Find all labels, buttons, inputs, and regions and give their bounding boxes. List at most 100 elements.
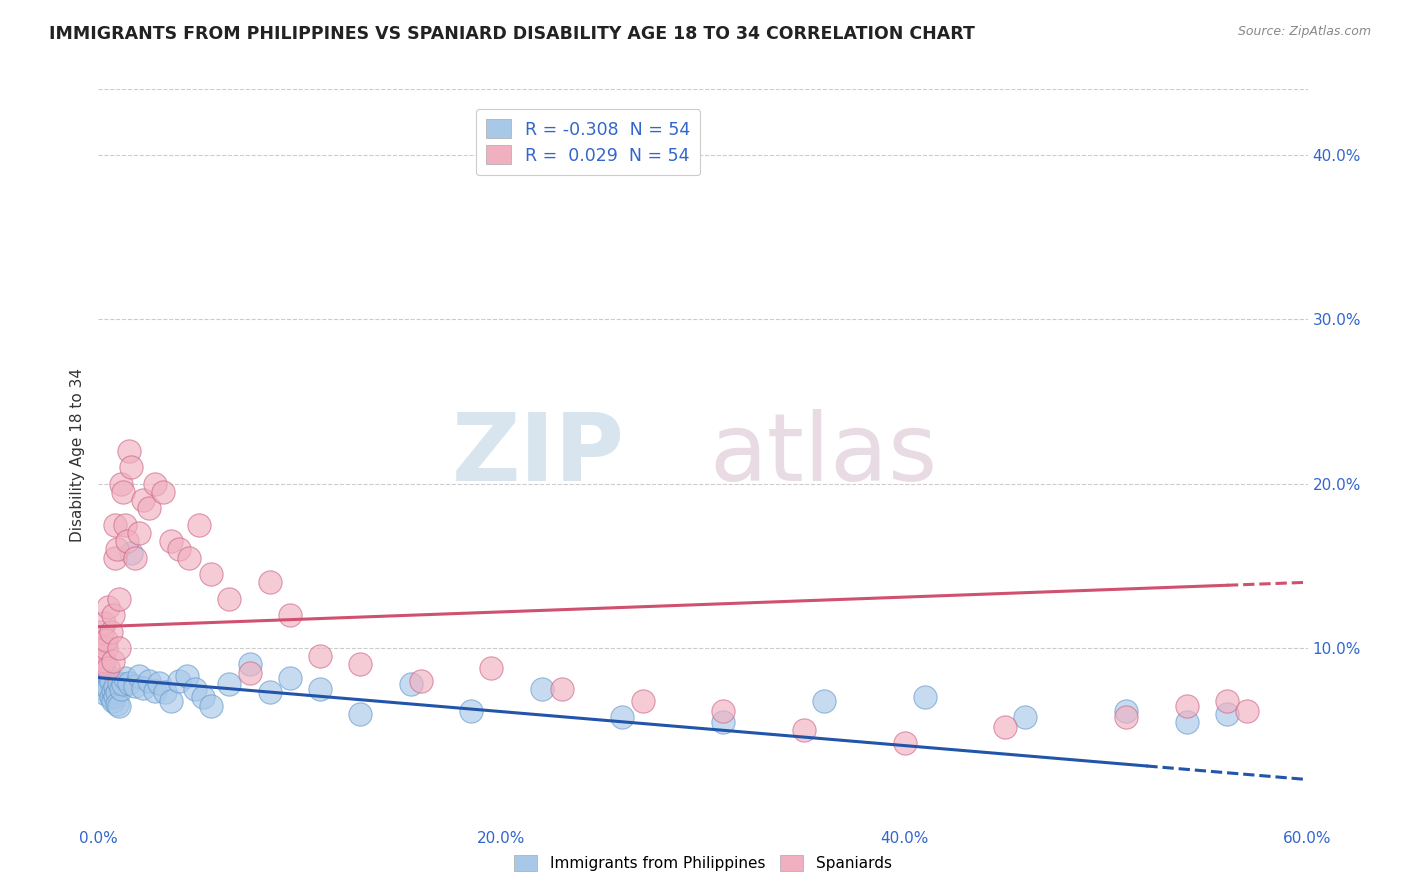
Point — [93, 682, 115, 697]
Point — [101, 693, 124, 707]
Point — [1216, 706, 1239, 721]
Point — [239, 665, 262, 680]
Point — [107, 641, 129, 656]
Point — [193, 690, 215, 705]
Point — [460, 704, 482, 718]
Point — [115, 534, 138, 549]
Point — [1115, 704, 1137, 718]
Y-axis label: Disability Age 18 to 34: Disability Age 18 to 34 — [69, 368, 84, 542]
Point — [138, 501, 160, 516]
Point — [153, 685, 176, 699]
Point — [120, 546, 142, 560]
Point — [1216, 693, 1239, 707]
Point — [120, 460, 142, 475]
Point — [100, 624, 122, 639]
Point — [711, 714, 734, 729]
Point — [349, 657, 371, 672]
Point — [711, 704, 734, 718]
Point — [103, 689, 125, 703]
Point — [111, 484, 134, 499]
Point — [110, 476, 132, 491]
Point — [114, 671, 136, 685]
Point — [103, 679, 125, 693]
Point — [152, 484, 174, 499]
Point — [399, 677, 422, 691]
Point — [239, 657, 262, 672]
Point — [160, 534, 183, 549]
Point — [105, 685, 128, 699]
Point — [101, 654, 124, 668]
Point — [138, 673, 160, 688]
Point — [105, 542, 128, 557]
Text: ZIP: ZIP — [451, 409, 624, 501]
Point — [91, 665, 114, 680]
Point — [551, 682, 574, 697]
Point — [893, 736, 915, 750]
Point — [97, 681, 120, 695]
Legend: Immigrants from Philippines, Spaniards: Immigrants from Philippines, Spaniards — [509, 849, 897, 877]
Text: Source: ZipAtlas.com: Source: ZipAtlas.com — [1237, 25, 1371, 38]
Point — [110, 682, 132, 697]
Point — [100, 673, 122, 688]
Point — [200, 698, 222, 713]
Point — [132, 681, 155, 695]
Point — [89, 673, 111, 688]
Point — [107, 698, 129, 713]
Point — [128, 526, 150, 541]
Point — [278, 608, 301, 623]
Point — [148, 675, 170, 690]
Point — [124, 679, 146, 693]
Point — [994, 720, 1017, 734]
Point — [101, 683, 124, 698]
Point — [107, 591, 129, 606]
Point — [914, 690, 936, 705]
Text: atlas: atlas — [710, 409, 938, 501]
Point — [89, 641, 111, 656]
Point — [96, 641, 118, 656]
Point — [200, 567, 222, 582]
Point — [167, 673, 190, 688]
Point — [1175, 714, 1198, 729]
Point — [96, 687, 118, 701]
Point — [176, 669, 198, 683]
Point — [259, 685, 281, 699]
Point — [97, 669, 120, 683]
Point — [409, 673, 432, 688]
Point — [481, 661, 503, 675]
Point — [101, 608, 124, 623]
Point — [179, 550, 201, 565]
Point — [93, 616, 115, 631]
Point — [1175, 698, 1198, 713]
Point — [91, 677, 114, 691]
Point — [96, 632, 118, 647]
Point — [309, 682, 332, 697]
Point — [105, 697, 128, 711]
Point — [143, 476, 166, 491]
Point — [93, 671, 115, 685]
Point — [1014, 710, 1036, 724]
Point — [97, 599, 120, 614]
Point — [259, 575, 281, 590]
Point — [111, 677, 134, 691]
Point — [128, 669, 150, 683]
Point — [184, 682, 207, 697]
Point — [793, 723, 815, 738]
Point — [278, 671, 301, 685]
Point — [143, 683, 166, 698]
Point — [309, 649, 332, 664]
Point — [218, 677, 240, 691]
Point — [91, 657, 114, 672]
Point — [96, 675, 118, 690]
Point — [97, 661, 120, 675]
Point — [118, 443, 141, 458]
Point — [631, 693, 654, 707]
Point — [89, 649, 111, 664]
Text: IMMIGRANTS FROM PHILIPPINES VS SPANIARD DISABILITY AGE 18 TO 34 CORRELATION CHAR: IMMIGRANTS FROM PHILIPPINES VS SPANIARD … — [49, 25, 976, 43]
Point — [124, 550, 146, 565]
Point — [612, 710, 634, 724]
Point — [103, 550, 125, 565]
Point — [91, 624, 114, 639]
Legend: R = -0.308  N = 54, R =  0.029  N = 54: R = -0.308 N = 54, R = 0.029 N = 54 — [475, 109, 700, 175]
Point — [100, 690, 122, 705]
Point — [114, 517, 136, 532]
